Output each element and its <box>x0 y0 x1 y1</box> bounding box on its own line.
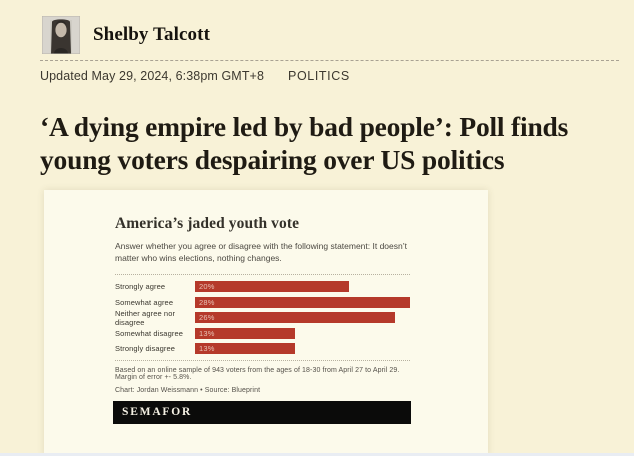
author-row: Shelby Talcott <box>42 16 210 54</box>
header-divider <box>40 60 619 61</box>
chart-note: Based on an online sample of 943 voters … <box>115 367 400 382</box>
semafor-logo: SEMAFOR <box>113 401 411 425</box>
chart-divider-bottom <box>115 360 410 362</box>
bar-category-label: Strongly agree <box>115 282 166 292</box>
author-name[interactable]: Shelby Talcott <box>93 24 211 45</box>
bar-track: 20% <box>195 281 410 293</box>
bar-track: 13% <box>195 327 410 339</box>
bar: 13% <box>195 343 295 355</box>
chart-credit: Chart: Jordan Weissmann • Source: Bluepr… <box>115 387 261 395</box>
bar-row: Strongly disagree 13% <box>115 341 410 357</box>
updated-timestamp: Updated May 29, 2024, 6:38pm GMT+8 <box>40 69 265 83</box>
bar: 28% <box>195 296 410 308</box>
chart-card: America’s jaded youth vote Answer whethe… <box>44 190 488 456</box>
bar-category-label: Somewhat disagree <box>115 328 183 338</box>
bar-chart: Strongly agree 20% Somewhat agree 28% Neithe… <box>115 279 410 357</box>
bar-track: 26% <box>195 312 410 324</box>
viewport-bottom-edge <box>0 453 634 456</box>
bar-row: Strongly agree 20% <box>115 279 410 295</box>
bar-value-label: 26% <box>199 313 215 323</box>
chart-divider-top <box>115 273 410 275</box>
bar-row: Somewhat disagree 13% <box>115 325 410 341</box>
chart-subtitle: Answer whether you agree or disagree wit… <box>115 241 407 263</box>
bar: 26% <box>195 312 395 324</box>
meta-row: Updated May 29, 2024, 6:38pm GMT+8 POLIT… <box>40 69 350 83</box>
bar-value-label: 28% <box>199 297 215 307</box>
bar-category-label: Neither agree nor disagree <box>115 308 176 327</box>
category-link-politics[interactable]: POLITICS <box>288 69 350 83</box>
article-headline: ‘A dying empire led by bad people’: Poll… <box>40 111 569 175</box>
bar-value-label: 13% <box>199 328 215 338</box>
bar: 20% <box>195 281 349 293</box>
bar-row: Somewhat agree 28% <box>115 294 410 310</box>
chart-title: America’s jaded youth vote <box>115 215 300 232</box>
bar-value-label: 20% <box>199 282 215 292</box>
bar-track: 13% <box>195 343 410 355</box>
author-avatar[interactable] <box>42 16 80 54</box>
bar-track: 28% <box>195 296 410 308</box>
bar-value-label: 13% <box>199 344 215 354</box>
bar-category-label: Somewhat agree <box>115 297 174 307</box>
bar-category-label: Strongly disagree <box>115 344 176 354</box>
bar: 13% <box>195 327 295 339</box>
bar-row: Neither agree nor disagree 26% <box>115 308 410 327</box>
